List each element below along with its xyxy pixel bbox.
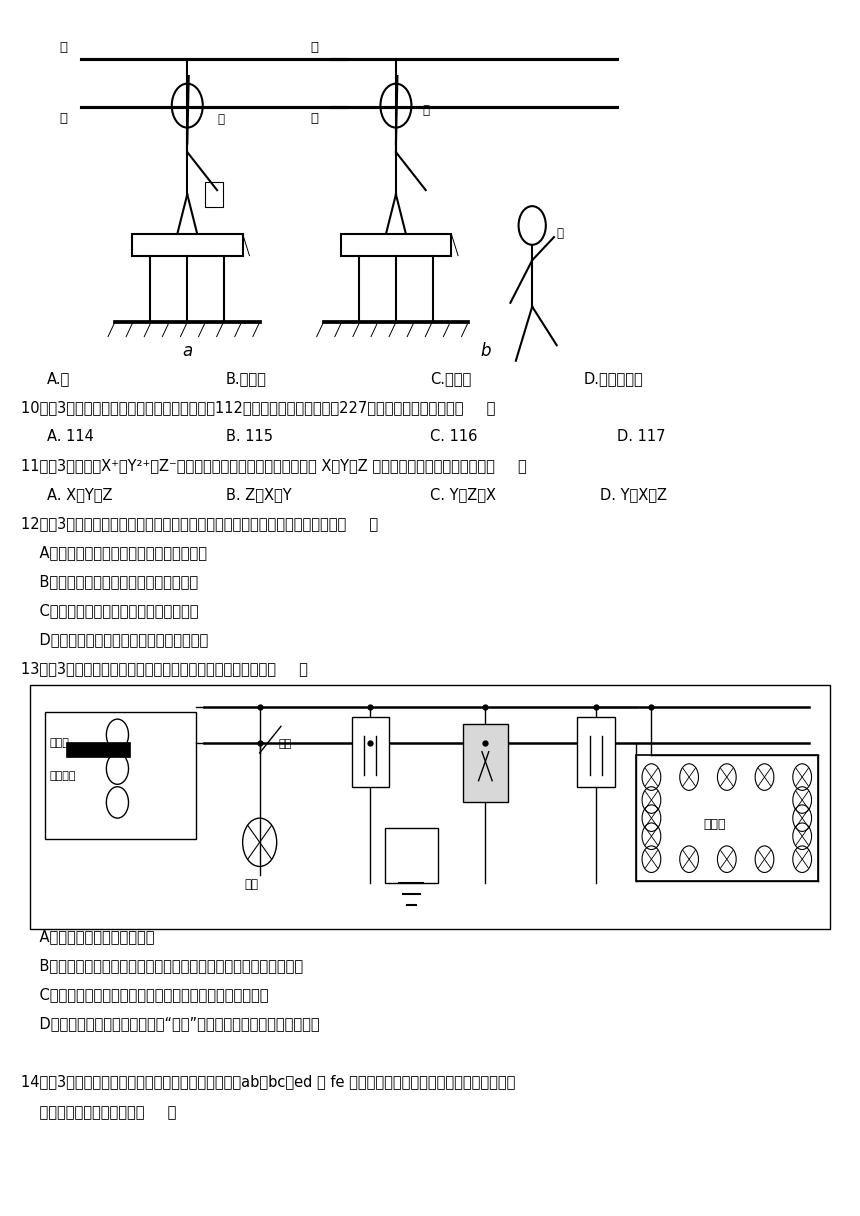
Text: 丙: 丙 [556,227,563,240]
Text: a: a [182,342,193,360]
Text: 乙: 乙 [423,105,430,117]
Bar [132,233,243,255]
Text: D．小磁针转动，导线中一定没有电流通过: D．小磁针转动，导线中一定没有电流通过 [22,632,208,647]
Text: 接外线: 接外线 [49,738,69,748]
Text: 闸刀开关: 闸刀开关 [49,771,76,781]
Text: 灯泡: 灯泡 [244,878,258,891]
Text: 零: 零 [310,112,319,125]
Text: D.甲、乙和丙: D.甲、乙和丙 [583,371,643,385]
Text: 零: 零 [59,112,68,125]
Bar [636,755,818,880]
Text: 小彩灯: 小彩灯 [703,818,726,831]
Text: 14．（3分）矩形铜线框在某磁场中的位置如图所示，ab、bc、ed 和 fe 段都受到该磁场的作用力，下列哪两段受到: 14．（3分）矩形铜线框在某磁场中的位置如图所示，ab、bc、ed 和 fe 段… [22,1074,516,1088]
Bar [341,233,452,255]
Bar [577,716,615,787]
Text: 甲: 甲 [217,113,224,125]
Text: 10．（3分）据报道，欧洲一科学小组发现了第112号元素的相对原子质量为227的同位素，其中子数为（     ）: 10．（3分）据报道，欧洲一科学小组发现了第112号元素的相对原子质量为227的… [22,400,495,415]
Text: C.甲和乙: C.甲和乙 [430,371,471,385]
Bar [385,828,438,883]
Text: C. 116: C. 116 [430,429,477,444]
Text: B．小磁针不动，导线中一定有电流通过: B．小磁针不动，导线中一定有电流通过 [22,574,199,589]
Text: 13．（3分）某家庭电路的组成如图所示，下列说法正确的是（     ）: 13．（3分）某家庭电路的组成如图所示，下列说法正确的是（ ） [22,660,308,676]
Text: 开关: 开关 [279,739,292,749]
Text: B.乙和丙: B.乙和丙 [225,371,267,385]
Bar [206,181,223,207]
Text: D. 117: D. 117 [617,429,666,444]
Bar [352,716,389,787]
Text: 12．（3分）一根长直铜导线在靠近（未碰到）一个原来静止的小磁针的过程中（     ）: 12．（3分）一根长直铜导线在靠近（未碰到）一个原来静止的小磁针的过程中（ ） [22,516,378,531]
Text: B. 115: B. 115 [225,429,273,444]
Bar [464,724,507,803]
Text: b: b [480,342,490,360]
Text: B．控制灯泡的开关要接在火线与灯泡之间，图中所示是正确的接法: B．控制灯泡的开关要接在火线与灯泡之间，图中所示是正确的接法 [22,958,304,973]
Text: A. 114: A. 114 [46,429,94,444]
Text: A.甲: A.甲 [46,371,70,385]
Text: 11．（3分）已知X⁺、Y²⁺、Z⁻三种离子具有相同的电子层结构。则 X、Y、Z 三种元素的核电荷数大小应为（     ）: 11．（3分）已知X⁺、Y²⁺、Z⁻三种离子具有相同的电子层结构。则 X、Y、Z… [22,458,527,473]
Text: D．家庭电路中的空气开关突然“跳闸”，一定是因为电路中出现了短路: D．家庭电路中的空气开关突然“跳闸”，一定是因为电路中出现了短路 [22,1015,320,1031]
Text: A．图中的三个插座是串联的: A．图中的三个插座是串联的 [22,929,155,944]
Bar [66,742,130,756]
Text: C．小磁针转动，导线中一定有电流通过: C．小磁针转动，导线中一定有电流通过 [22,603,199,618]
Text: A. X＜Y＜Z: A. X＜Y＜Z [46,486,113,502]
Bar [30,686,830,929]
Text: A．小磁针不动，导线中一定没有电流通过: A．小磁针不动，导线中一定没有电流通过 [22,545,207,559]
Text: 火: 火 [310,40,319,54]
Text: 电视: 电视 [394,861,408,874]
Bar [45,711,196,839]
Text: D. Y＜X＜Z: D. Y＜X＜Z [600,486,667,502]
Text: C．彩灯接入电路后都不亮，是由于其中的一个小彩灯短路: C．彩灯接入电路后都不亮，是由于其中的一个小彩灯短路 [22,987,268,1002]
Text: 该磁场的作用力方向相同（     ）: 该磁场的作用力方向相同（ ） [22,1105,176,1120]
Text: 火: 火 [59,40,68,54]
Text: C. Y＜Z＜X: C. Y＜Z＜X [430,486,496,502]
Text: B. Z＜X＜Y: B. Z＜X＜Y [225,486,292,502]
